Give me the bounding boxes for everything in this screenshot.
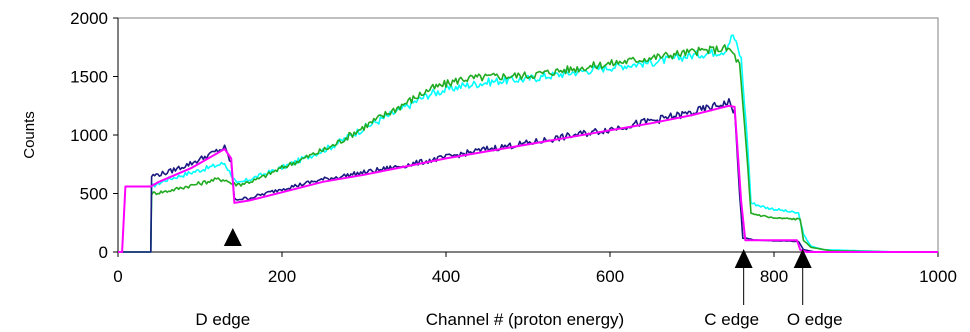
x-tick-label: 600 — [596, 267, 624, 286]
y-tick-label: 1500 — [70, 68, 108, 87]
axes: 0 500 1000 1500 2000 0 200 400 600 800 1000 Channel… — [21, 9, 957, 329]
x-tick-label: 1000 — [919, 267, 957, 286]
annotation-layer: D edge C edge O edge — [195, 228, 843, 329]
plot-frame — [117, 17, 939, 253]
x-tick-label: 400 — [432, 267, 460, 286]
annotation-marker-2 — [793, 249, 812, 268]
annotation-marker-1 — [734, 249, 753, 268]
x-tick-label: 800 — [760, 267, 788, 286]
x-tick-label: 200 — [268, 267, 296, 286]
y-axis-title: Counts — [21, 111, 38, 159]
annotation-marker-0 — [223, 228, 242, 246]
annotation-label: O edge — [787, 310, 843, 329]
y-tick-label: 1000 — [70, 126, 108, 145]
y-tick-label: 0 — [99, 243, 108, 262]
annotation-label: D edge — [195, 310, 250, 329]
x-axis-title: Channel # (proton energy) — [426, 310, 624, 329]
y-tick-label: 2000 — [70, 9, 108, 28]
series-layer — [118, 34, 938, 253]
x-tick-label: 0 — [113, 267, 122, 286]
series-line-3 — [118, 104, 938, 253]
y-tick-label: 500 — [80, 185, 108, 204]
series-line-2 — [118, 98, 938, 253]
series-line-1 — [118, 44, 938, 253]
annotation-label: C edge — [704, 310, 759, 329]
